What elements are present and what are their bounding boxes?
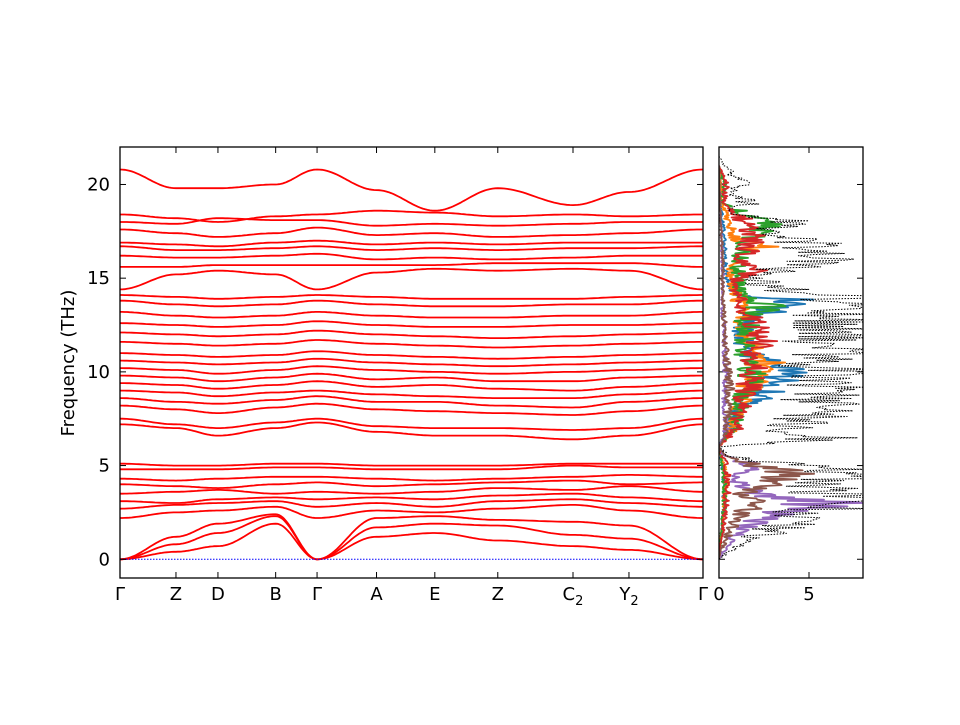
band-line-22 — [120, 329, 703, 339]
band-plot-frame — [119, 146, 704, 579]
band-line-9 — [120, 464, 703, 471]
band-line-23 — [120, 320, 703, 328]
band-line-4 — [120, 498, 703, 510]
band-kpoint-ticks: Γ Z D B Γ A E Z C2 Y2 Γ — [115, 584, 708, 609]
kpoint-label-0: Γ — [115, 584, 125, 605]
y-tick-label-3: 15 — [87, 268, 110, 289]
band-line-6 — [120, 485, 703, 495]
dos-curve-5 — [719, 165, 815, 560]
dos-curves — [719, 156, 863, 560]
y-tick-label-1: 5 — [99, 456, 110, 477]
kpoint-label-7: Z — [492, 584, 504, 605]
band-line-1 — [120, 515, 703, 561]
kpoint-label-5: A — [370, 584, 383, 605]
band-line-10 — [120, 462, 703, 467]
band-lines — [120, 168, 703, 561]
band-line-18 — [120, 365, 703, 375]
dos-curve-3 — [719, 165, 779, 560]
band-line-25 — [120, 299, 703, 308]
band-line-11 — [120, 421, 703, 441]
band-line-3 — [120, 504, 703, 519]
band-line-12 — [120, 417, 703, 431]
kpoint-label-8: C2 — [563, 584, 584, 609]
band-line-28 — [120, 262, 703, 268]
kpoint-label-4: Γ — [312, 584, 322, 605]
dos-curve-6 — [719, 156, 863, 560]
y-axis-label: Frequency (THz) — [58, 290, 79, 437]
band-line-16 — [120, 380, 703, 392]
kpoint-label-2: D — [211, 584, 225, 605]
dos-plot-frame — [718, 146, 864, 579]
kpoint-label-3: B — [269, 584, 281, 605]
band-line-8 — [120, 474, 703, 482]
band-line-35 — [120, 168, 703, 212]
kpoint-label-6: E — [429, 584, 440, 605]
band-line-29 — [120, 252, 703, 261]
band-line-13 — [120, 402, 703, 416]
kpoint-label-1: Z — [170, 584, 182, 605]
band-line-24 — [120, 311, 703, 319]
band-line-26 — [120, 294, 703, 300]
band-line-2 — [120, 513, 703, 561]
band-line-5 — [120, 492, 703, 504]
band-line-33 — [120, 217, 703, 227]
kpoint-label-10: Γ — [698, 584, 708, 605]
kpoint-label-9: Y2 — [618, 584, 638, 609]
band-line-0 — [120, 522, 703, 561]
band-line-7 — [120, 479, 703, 489]
band-line-20 — [120, 350, 703, 360]
y-tick-label-4: 20 — [87, 174, 110, 195]
y-tick-label-2: 10 — [87, 362, 110, 383]
dos-x-tick-label-0: 0 — [713, 584, 724, 605]
dos-x-tick-label-1: 5 — [803, 584, 814, 605]
band-y-ticks: 0 5 10 15 20 — [87, 174, 863, 570]
band-line-31 — [120, 239, 703, 248]
band-line-27 — [120, 267, 703, 291]
band-line-30 — [120, 245, 703, 251]
band-line-14 — [120, 395, 703, 409]
band-line-15 — [120, 389, 703, 399]
band-line-34 — [120, 209, 703, 223]
band-line-17 — [120, 372, 703, 383]
band-line-21 — [120, 339, 703, 349]
y-tick-label-0: 0 — [99, 549, 110, 570]
band-line-32 — [120, 226, 703, 238]
band-line-19 — [120, 357, 703, 368]
